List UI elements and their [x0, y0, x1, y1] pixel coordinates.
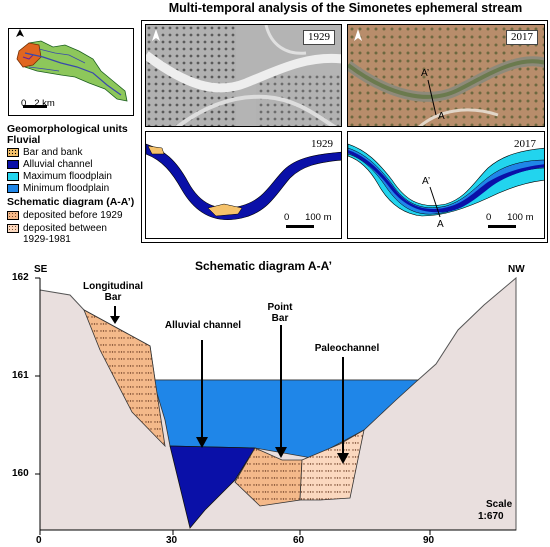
swatch-bar-and-bank — [7, 148, 19, 157]
map-scale-label: 0 2 km — [21, 98, 55, 109]
photo-section-label-a: A — [438, 111, 445, 122]
y-tick-161: 161 — [12, 370, 29, 381]
swatch-minimum-floodplain — [7, 184, 19, 193]
aerial-photo-1929: 1929 — [145, 24, 342, 127]
map-1929-scale: 0 100 m — [284, 212, 332, 223]
diagram-left-direction: SE — [34, 264, 48, 275]
photo-year-1929: 1929 — [303, 30, 335, 45]
scale-title: Scale — [486, 499, 513, 510]
x-tick-90: 90 — [423, 535, 435, 546]
x-tick-30: 30 — [166, 535, 178, 546]
map-2017-scale: 0 100 m — [486, 212, 534, 223]
legend-item-alluvial-channel: Alluvial channel — [23, 159, 93, 170]
map-year-2017: 2017 — [514, 138, 536, 150]
swatch-deposited-between — [7, 224, 19, 233]
diagram-right-direction: NW — [508, 264, 525, 275]
swatch-alluvial-channel — [7, 160, 19, 169]
legend-item-maximum-floodplain: Maximum floodplain — [23, 171, 112, 182]
panels-frame — [141, 20, 548, 243]
legend-item-bar-and-bank: Bar and bank — [23, 147, 83, 158]
legend-schematic-heading: Schematic diagram (A-A’) — [7, 196, 135, 208]
aerial-photo-2017: 2017 A’ A — [347, 24, 545, 127]
alluvial-channel — [169, 445, 256, 529]
legend-heading: Geomorphological units — [7, 123, 128, 135]
north-arrow-icon — [16, 29, 24, 37]
legend-item-minimum-floodplain: Minimum floodplain — [23, 183, 110, 194]
legend-item-deposited-between: deposited between 1929-1981 — [23, 223, 107, 245]
swatch-maximum-floodplain — [7, 172, 19, 181]
figure-title: Multi-temporal analysis of the Simonetes… — [168, 1, 523, 15]
legend: Geomorphological units Fluvial Bar and b… — [5, 121, 139, 248]
map-section-label-a-prime: A’ — [422, 176, 431, 187]
map-section-label-a: A — [437, 219, 444, 230]
label-longitudinal-bar: Longitudinal Bar — [83, 281, 143, 303]
x-tick-60: 60 — [293, 535, 305, 546]
geomorph-map-2017: 2017 A’ A 0 100 m — [347, 131, 545, 239]
legend-subheading: Fluvial — [7, 134, 41, 146]
map-year-1929: 1929 — [311, 138, 333, 150]
swatch-deposited-before-1929 — [7, 211, 19, 220]
photo-year-2017: 2017 — [506, 30, 538, 45]
north-arrow-icon — [354, 29, 362, 41]
label-paleochannel: Paleochannel — [314, 343, 380, 354]
north-arrow-icon — [152, 29, 160, 41]
label-alluvial-channel: Alluvial channel — [164, 320, 242, 331]
y-tick-160: 160 — [12, 468, 29, 479]
geomorph-map-1929: 1929 0 100 m — [145, 131, 342, 239]
y-tick-162: 162 — [12, 272, 29, 283]
location-map: 0 2 km — [8, 28, 134, 116]
diagram-title: Schematic diagram A-A’ — [195, 259, 332, 273]
legend-item-deposited-before-1929: deposited before 1929 — [23, 210, 123, 221]
watershed-map — [16, 29, 128, 108]
scale-value: 1:670 — [478, 511, 504, 522]
label-point-bar: Point Bar — [267, 302, 293, 324]
photo-section-label-a-prime: A’ — [421, 68, 430, 79]
x-tick-0: 0 — [36, 535, 42, 546]
